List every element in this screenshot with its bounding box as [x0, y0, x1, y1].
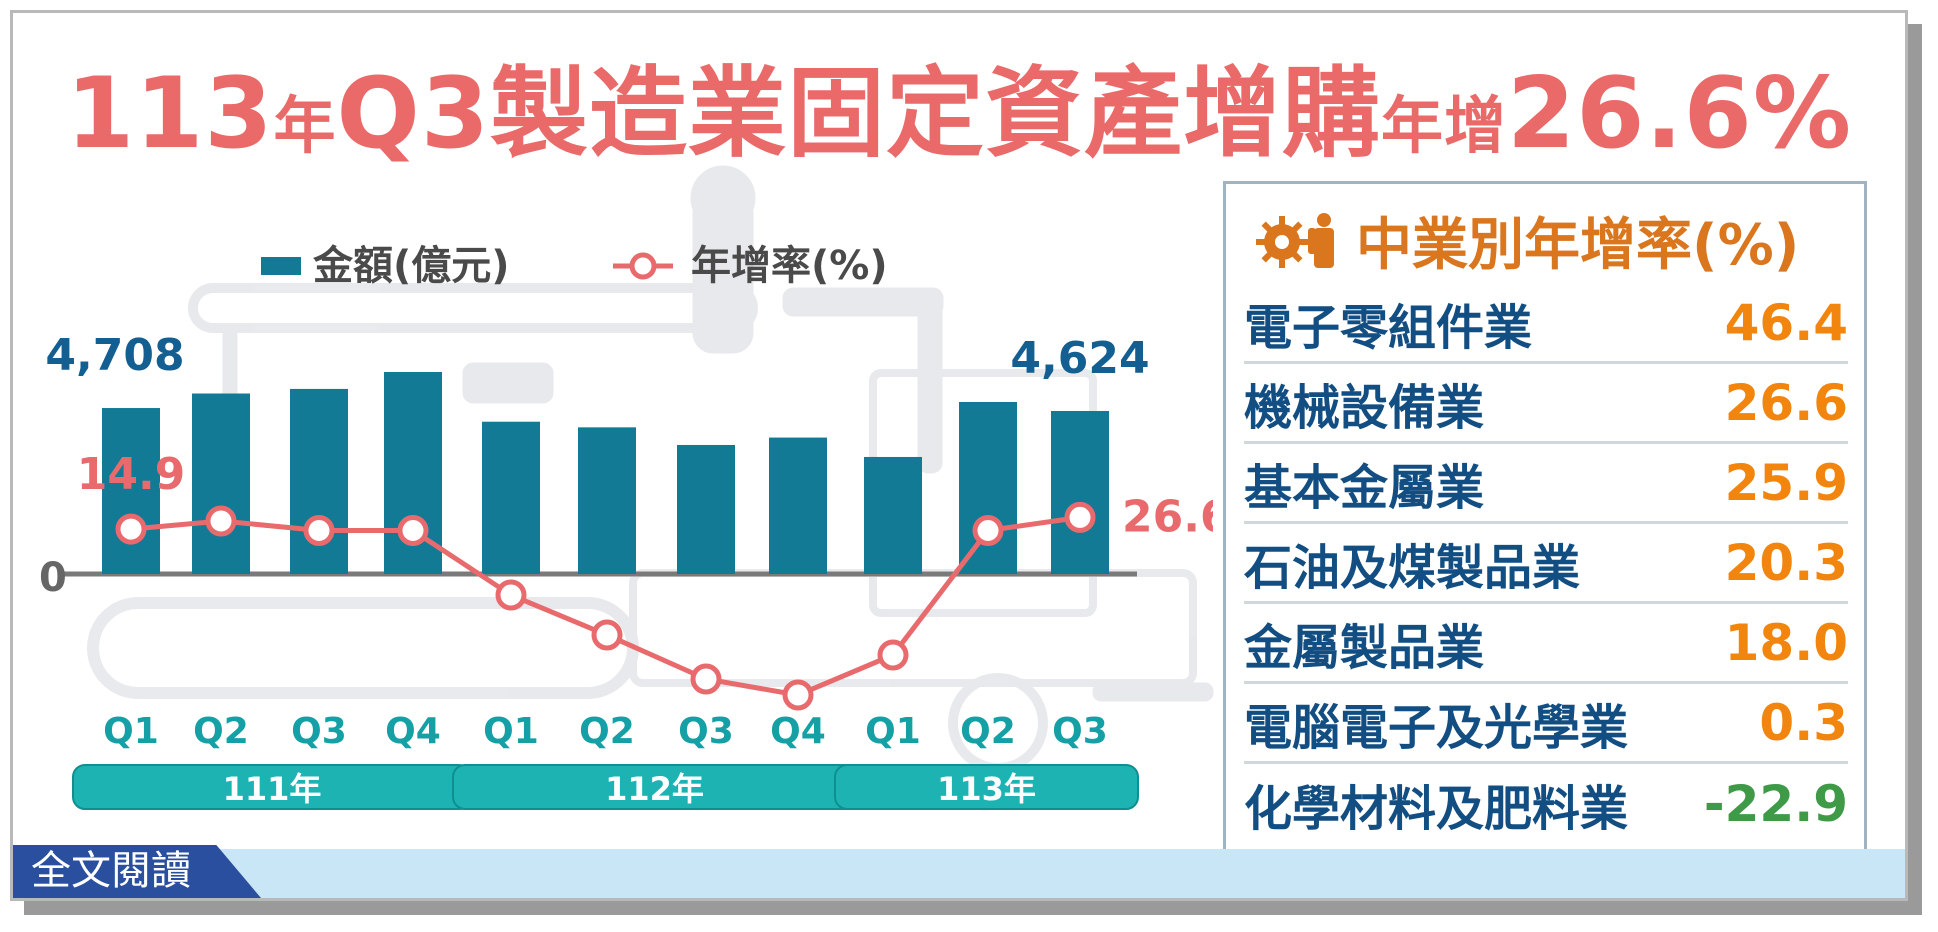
- legend-bar-label: 金額(億元): [312, 243, 510, 289]
- industry-growth-panel: 中業別年增率(%) 電子零組件業 46.4 機械設備業 26.6 基本金屬業 25.9 石油…: [1223, 181, 1867, 881]
- industry-name: 金屬製品業: [1244, 619, 1485, 676]
- industry-growth-value: 25.9: [1724, 453, 1848, 512]
- bar-10: [1051, 410, 1109, 574]
- quarter-label-2: Q3: [291, 711, 347, 752]
- panel-header: 中業別年增率(%): [1256, 204, 1799, 278]
- industry-name: 機械設備業: [1244, 379, 1485, 436]
- growth-point-1: [205, 505, 237, 537]
- title-year-unit: 年: [273, 89, 337, 162]
- quarter-label-9: Q2: [960, 711, 1016, 752]
- industry-row: 石油及煤製品業 20.3: [1244, 524, 1848, 604]
- bar-6: [677, 444, 735, 574]
- industry-row: 電腦電子及光學業 0.3: [1244, 684, 1848, 764]
- growth-point-7: [782, 679, 814, 711]
- growth-point-3: [397, 515, 429, 546]
- title-growth-value: 26.6%: [1507, 57, 1853, 171]
- industry-row: 電子零組件業 46.4: [1244, 284, 1848, 364]
- year-label-2: 113年: [937, 770, 1036, 808]
- year-label-0: 111年: [223, 770, 322, 808]
- title-growth-label: 年增: [1381, 89, 1508, 162]
- bar-value-label-0: 4,708: [45, 330, 184, 381]
- gear-worker-icon: [1256, 213, 1334, 268]
- growth-point-0: [115, 513, 147, 545]
- year-pill-2: [834, 764, 1139, 810]
- quarter-label-8: Q1: [865, 711, 921, 752]
- quarter-label-5: Q2: [579, 711, 635, 752]
- industry-name: 石油及煤製品業: [1244, 539, 1581, 596]
- industry-growth-value: 26.6: [1724, 373, 1848, 432]
- industry-growth-value: 18.0: [1724, 613, 1848, 672]
- growth-point-5: [591, 619, 623, 651]
- growth-point-4: [495, 579, 527, 611]
- page-title: 113年Q3製造業固定資產增購年增26.6%: [13, 65, 1905, 163]
- quarter-label-7: Q4: [770, 711, 826, 752]
- title-year-number: 113: [65, 57, 274, 171]
- industry-name: 電腦電子及光學業: [1244, 699, 1629, 756]
- panel-title: 中業別年增率(%): [1356, 212, 1800, 278]
- industry-growth-value: -22.9: [1703, 775, 1848, 833]
- industry-row: 化學材料及肥料業 -22.9: [1244, 764, 1848, 844]
- industry-row: 機械設備業 26.6: [1244, 364, 1848, 444]
- line-value-label-2: 14.9: [77, 449, 186, 500]
- bottom-band: [13, 849, 1905, 898]
- quarter-label-6: Q3: [678, 711, 734, 752]
- legend-bar-swatch: [261, 257, 301, 275]
- industry-growth-value: 46.4: [1724, 293, 1848, 352]
- read-full-text-button[interactable]: 全文閱讀: [13, 845, 261, 898]
- bar-value-label-1: 4,624: [1010, 333, 1149, 384]
- title-main: Q3製造業固定資產增購: [336, 57, 1382, 171]
- industry-name: 電子零組件業: [1244, 299, 1533, 356]
- growth-point-2: [303, 515, 335, 546]
- bar-9: [959, 401, 1017, 574]
- combo-chart: 金額(億元) 年增率(%) 0 4,708 4,624 14.9 26.6 Q1 Q2 Q…: [39, 243, 1213, 810]
- legend-line-label: 年增率(%): [691, 243, 888, 289]
- growth-point-8: [877, 639, 909, 671]
- industry-growth-value: 0.3: [1759, 693, 1848, 752]
- growth-point-10: [1064, 501, 1096, 533]
- industry-name: 基本金屬業: [1244, 459, 1485, 516]
- legend-line-marker: [629, 252, 657, 280]
- infographic-frame: 113年Q3製造業固定資產增購年增26.6% 金額(億元) 年增率(%) 0: [10, 10, 1908, 901]
- quarter-label-10: Q3: [1052, 711, 1108, 752]
- bar-7: [769, 437, 827, 574]
- line-value-label-3: 26.6: [1122, 491, 1213, 542]
- industry-growth-value: 20.3: [1724, 533, 1848, 592]
- bar-1: [192, 393, 250, 574]
- year-label-1: 112年: [605, 770, 704, 808]
- bar-5: [578, 427, 636, 574]
- quarter-label-1: Q2: [193, 711, 249, 752]
- growth-point-6: [690, 663, 722, 695]
- growth-point-9: [972, 515, 1004, 546]
- bar-8: [864, 456, 922, 574]
- industry-list: 電子零組件業 46.4 機械設備業 26.6 基本金屬業 25.9 石油及煤製品業 20.3 金…: [1244, 284, 1848, 844]
- quarter-label-3: Q4: [385, 711, 441, 752]
- bar-4: [482, 421, 540, 574]
- bar-2: [290, 388, 348, 574]
- bar-0: [102, 408, 160, 574]
- quarter-label-4: Q1: [483, 711, 539, 752]
- industry-name: 化學材料及肥料業: [1244, 781, 1629, 837]
- quarter-label-0: Q1: [103, 711, 159, 752]
- industry-row: 金屬製品業 18.0: [1244, 604, 1848, 684]
- industry-row: 基本金屬業 25.9: [1244, 444, 1848, 524]
- zero-axis-label: 0: [39, 555, 67, 601]
